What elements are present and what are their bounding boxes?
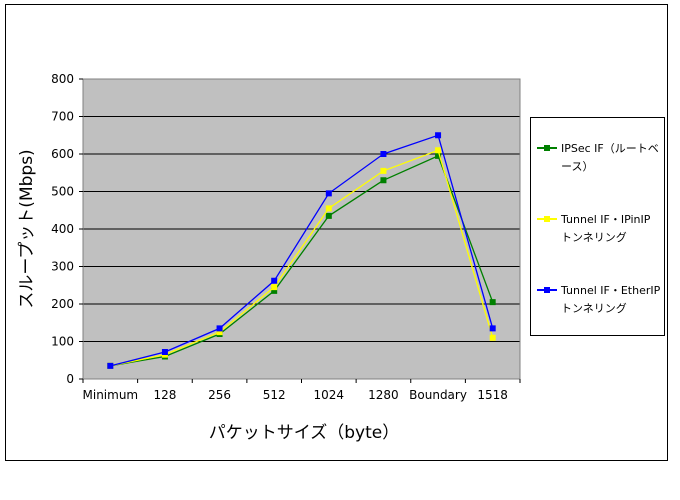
data-point xyxy=(489,325,496,332)
series-layer xyxy=(107,132,496,369)
series-2 xyxy=(107,132,496,369)
y-tick-label: 400 xyxy=(51,222,74,236)
data-point xyxy=(271,287,278,294)
y-tick-label: 300 xyxy=(51,260,74,274)
legend-marker-etherip xyxy=(544,287,550,293)
x-axis-title: パケットサイズ（byte） xyxy=(209,423,399,443)
y-axis-title: スループット(Mbps) xyxy=(17,149,37,308)
legend: IPSec IF（ルートベース） Tunnel IF・IPinIPトンネリング … xyxy=(530,117,665,336)
x-tick-label: Minimum xyxy=(83,388,139,402)
data-point xyxy=(380,177,387,184)
y-tick-labels: 0 100 200 300 400 500 600 700 800 xyxy=(51,72,83,386)
legend-marker-ipsec xyxy=(544,145,550,151)
series-line xyxy=(110,134,494,367)
x-tick-label: 1280 xyxy=(368,388,399,402)
y-tick-label: 500 xyxy=(51,185,74,199)
y-tick-label: 600 xyxy=(51,147,74,161)
data-point xyxy=(216,329,223,336)
y-tick-label: 100 xyxy=(51,335,74,349)
y-tick-label: 700 xyxy=(51,110,74,124)
x-tick-label: 256 xyxy=(208,388,231,402)
data-point xyxy=(325,190,332,197)
data-point xyxy=(216,325,223,332)
data-point xyxy=(271,284,278,291)
data-point xyxy=(380,151,387,157)
legend-marker-ipinip xyxy=(544,216,550,222)
series-line xyxy=(110,149,494,367)
x-tick-labels: Minimum 128 256 512 1024 1280 Boundary 1518 xyxy=(82,379,521,402)
data-point xyxy=(489,334,496,341)
x-tick-label: 1024 xyxy=(314,388,345,402)
data-point xyxy=(161,349,168,355)
data-point xyxy=(435,147,442,154)
x-tick-label: 1518 xyxy=(477,388,508,402)
x-tick-label: 128 xyxy=(153,388,176,402)
data-point xyxy=(435,152,442,159)
x-tick-label: Boundary xyxy=(409,388,467,402)
series-line xyxy=(110,155,494,367)
legend-label-etherip: Tunnel IF・EtherIPトンネリング xyxy=(561,284,661,315)
legend-label-ipsec: IPSec IF（ルートベース） xyxy=(561,142,659,173)
data-point xyxy=(489,299,496,306)
data-point xyxy=(435,132,442,139)
data-point xyxy=(325,205,332,212)
y-tick-label: 0 xyxy=(66,372,74,386)
data-point xyxy=(380,167,387,174)
data-point xyxy=(271,277,278,284)
data-point xyxy=(325,212,332,219)
x-tick-label: 512 xyxy=(263,388,286,402)
gridlines xyxy=(83,78,520,342)
data-point xyxy=(107,362,114,369)
legend-label-ipinip: Tunnel IF・IPinIPトンネリング xyxy=(561,213,651,244)
y-tick-label: 200 xyxy=(51,297,74,311)
y-tick-label: 800 xyxy=(51,72,74,86)
